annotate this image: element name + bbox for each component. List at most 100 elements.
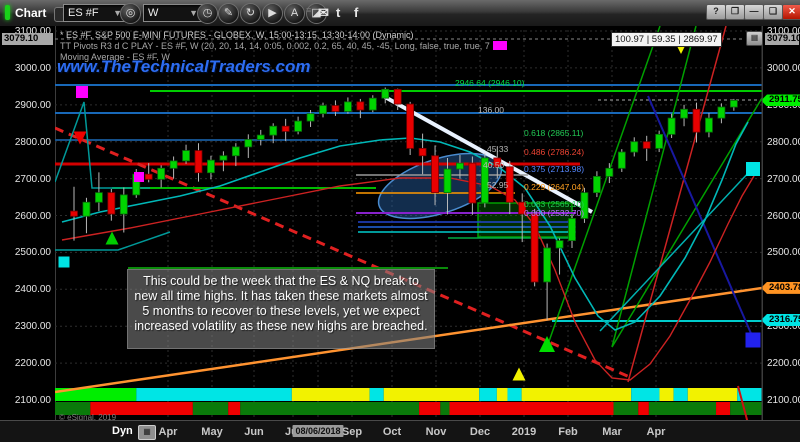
candle xyxy=(617,149,626,172)
cyan-square-marker xyxy=(58,256,70,268)
minimize-button[interactable]: — xyxy=(744,4,764,20)
time-axis-label: Oct xyxy=(382,426,402,438)
candle xyxy=(593,171,601,198)
green-triangle-low-marker xyxy=(539,336,555,352)
chart-properties-icon[interactable]: ▦ xyxy=(746,31,763,46)
trend-ribbon xyxy=(136,388,292,401)
price-badge: 2911.75 xyxy=(761,94,800,107)
status-led-icon xyxy=(5,5,10,20)
fib-level-label: 52.95 xyxy=(487,180,509,190)
study-color-swatch xyxy=(492,41,507,50)
candle xyxy=(231,143,240,167)
candle xyxy=(319,102,327,118)
price-axis-right[interactable]: 3100.003000.002900.002800.002700.002600.… xyxy=(761,26,800,420)
candle xyxy=(505,160,514,215)
trend-ribbon xyxy=(687,388,738,401)
trend-ribbon xyxy=(496,388,508,401)
trend-ribbon xyxy=(507,388,522,401)
candle xyxy=(281,118,290,141)
candle xyxy=(667,113,676,139)
candle xyxy=(655,130,664,153)
signal-ribbon xyxy=(240,402,420,415)
price-tick-label: 3100.00 xyxy=(767,26,800,38)
watermark: www.TheTechnicalTraders.com xyxy=(57,57,311,76)
red-edge-line xyxy=(737,385,749,420)
white-downtrend-line xyxy=(384,95,593,214)
candle xyxy=(294,116,303,135)
symbol-dropdown[interactable]: ES #F ▼ xyxy=(63,4,127,22)
green-fan-3 xyxy=(546,26,661,348)
help-button[interactable]: ? xyxy=(706,4,726,20)
text-tool-icon[interactable]: A xyxy=(284,3,305,24)
price-tick-label: 2700.00 xyxy=(767,173,800,185)
price-tick-label: 2400.00 xyxy=(14,284,51,296)
candle xyxy=(692,102,701,143)
time-axis-label: May xyxy=(201,426,223,438)
fib-level-label: 2946.64 (2946.10) xyxy=(455,78,525,88)
dyn-lock-icon[interactable]: ▦ xyxy=(138,425,156,440)
eraser-icon[interactable]: ◪ xyxy=(306,3,327,24)
teal-diagonal xyxy=(599,169,752,332)
candle xyxy=(182,144,190,164)
price-axis-left[interactable]: 3100.00 3000.00 2900.00 2800.00 2700.00 2600.… xyxy=(0,26,56,420)
candle xyxy=(306,109,315,127)
price-tick-label: 2700.00 xyxy=(14,173,51,185)
ma-study-line: Moving Average - ES #F, W xyxy=(60,52,170,62)
facebook-icon[interactable]: f xyxy=(354,5,359,20)
chat-icon[interactable]: ✉ xyxy=(318,5,329,20)
titlebar: Chart ▭ ES #F ▼ ◎ W ▼ ◷ ✎↻▶A◪ ≡ ✉tf ?❐—❏… xyxy=(0,0,800,27)
candle xyxy=(630,137,639,157)
trend-ribbon xyxy=(673,388,688,401)
magenta-square-marker-2 xyxy=(134,172,144,182)
interval-dropdown[interactable]: W ▼ xyxy=(143,4,203,22)
time-axis[interactable]: Dyn ▦ AprMayJunJulSepOctNovDec2019FebMar… xyxy=(0,420,800,442)
candle xyxy=(605,163,614,184)
candle xyxy=(368,95,377,113)
play-icon[interactable]: ▶ xyxy=(262,3,283,24)
interval-value: W xyxy=(148,7,159,19)
symbol-lookup-icon[interactable]: ◎ xyxy=(120,3,141,24)
copyright: © eSignal, 2019 xyxy=(59,413,117,422)
trend-ribbon xyxy=(659,388,674,401)
price-tick-label: 2600.00 xyxy=(767,210,800,222)
green-fan-1 xyxy=(611,26,697,348)
price-badge: 3079.10 xyxy=(765,32,800,45)
time-axis-label: Jun xyxy=(244,426,264,438)
candle xyxy=(194,143,203,182)
signal-ribbon xyxy=(192,402,229,415)
annotate-arrow-icon[interactable]: ↻ xyxy=(240,3,261,24)
candle xyxy=(555,238,564,275)
fib-level-label: 0.486 (2786.24) xyxy=(524,147,585,157)
price-tick-label: 2200.00 xyxy=(767,358,800,370)
signal-ribbon xyxy=(730,402,762,415)
trend-ribbon xyxy=(631,388,660,401)
price-tick-label: 2500.00 xyxy=(767,247,800,259)
time-settings-icon[interactable]: ◷ xyxy=(197,3,218,24)
blue-square-right-marker xyxy=(745,332,761,348)
study-line: TT Pivots R3 d C PLAY - ES #F, W (20, 20… xyxy=(60,41,507,51)
trend-ribbon xyxy=(383,388,480,401)
fib-level-label: 136.00 xyxy=(478,105,504,115)
time-axis-label: Mar xyxy=(602,426,622,438)
price-badge: 2403.78 xyxy=(761,281,800,294)
candle xyxy=(456,155,464,179)
fib-level-label: 0.229 (2647.04) xyxy=(524,182,585,192)
signal-ribbon xyxy=(55,402,91,415)
toolbar-grip-icon: ≡ xyxy=(306,5,312,15)
candle xyxy=(207,155,215,180)
price-tick-label: 2300.00 xyxy=(767,321,800,333)
magenta-square-marker xyxy=(76,86,88,98)
signal-ribbon xyxy=(613,402,639,415)
time-axis-label: Dec xyxy=(469,426,491,438)
twitter-icon[interactable]: t xyxy=(336,5,341,20)
price-tick-label: 2200.00 xyxy=(14,358,51,370)
signal-ribbon xyxy=(648,402,717,415)
dyn-label[interactable]: Dyn xyxy=(112,425,133,437)
fib-level-label: 0.375 (2713.98) xyxy=(524,164,585,174)
draw-pencil-icon[interactable]: ✎ xyxy=(218,3,239,24)
highlighted-date-badge: 08/06/2018 xyxy=(292,425,344,437)
signal-ribbon xyxy=(638,402,649,415)
close-button[interactable]: ✕ xyxy=(782,4,800,20)
